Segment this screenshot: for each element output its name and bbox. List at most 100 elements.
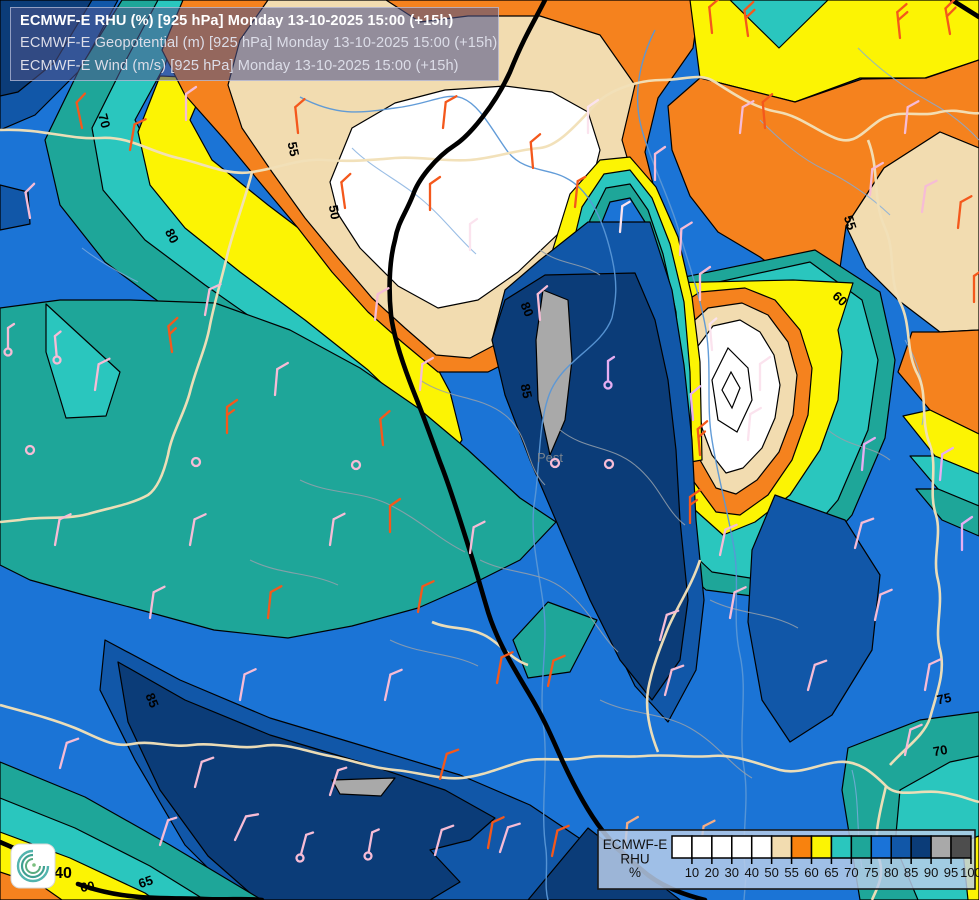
county-line [539, 249, 601, 276]
wind-barb-icon [75, 92, 87, 130]
title-block: ECMWF-E RHU (%) [925 hPa] Monday 13-10-2… [10, 7, 499, 82]
wind-barb-icon [550, 824, 570, 858]
legend-tick-label: 60 [804, 865, 818, 880]
wind-barb-icon [728, 586, 747, 620]
legend-tick-label: 90 [924, 865, 938, 880]
county-line [419, 379, 546, 486]
rh-region-70-midquad [512, 601, 598, 679]
border-small [431, 620, 529, 667]
contour-label: 75 [935, 690, 952, 708]
wind-barb-icon [853, 517, 875, 550]
legend-color-box [770, 835, 793, 859]
wind-barb-icon [93, 357, 111, 392]
rh-band-60-rightedge [902, 409, 979, 475]
wind-barb-icon [546, 654, 566, 688]
wind-barb-icon [468, 217, 479, 252]
legend-tick-label: 70 [844, 865, 858, 880]
wind-barb-icon [678, 221, 693, 257]
legend-color-box [850, 835, 873, 859]
county-line [249, 559, 339, 586]
legend-color-box [790, 835, 813, 859]
wind-barb-icon [663, 664, 685, 697]
wind-barb-icon [860, 436, 876, 472]
wind-barb-icon [24, 182, 36, 220]
legend-tick-label: 75 [864, 865, 878, 880]
wind-barb-icon [52, 330, 62, 365]
title-line-wind: ECMWF-E Wind (m/s) [925 hPa] Monday 13-1… [20, 57, 459, 74]
wind-barb-icon [708, 317, 718, 352]
legend-color-box [691, 835, 713, 859]
wind-barb-icon [896, 2, 909, 40]
wind-barbs-layer [3, 0, 979, 863]
rivers-layer [81, 29, 979, 900]
contour-label: 60 [79, 878, 95, 895]
legend-color-box [711, 835, 733, 859]
wind-barb-icon [603, 458, 615, 470]
wind-barb-icon [903, 723, 923, 757]
wind-barb-icon [923, 658, 942, 692]
wind-barb-icon [418, 356, 434, 392]
wind-barb-icon [486, 816, 505, 850]
wind-barb-icon [53, 513, 72, 547]
contour-label: 70 [95, 112, 113, 130]
river-small-1 [351, 147, 477, 255]
legend-color-box [870, 835, 892, 859]
geopotential-line-main [387, 0, 708, 900]
wind-barb-icon [388, 497, 402, 534]
wind-barb-icon [373, 287, 390, 322]
wind-barb-icon [184, 85, 198, 122]
wind-barb-icon [689, 385, 702, 422]
border-west [0, 171, 254, 524]
wind-barb-icon [618, 200, 631, 234]
river-small-2 [857, 47, 979, 141]
wind-barb-icon [873, 588, 893, 622]
wind-barb-icon [416, 580, 435, 614]
wind-barb-icon [696, 420, 709, 457]
legend-tick-label: 65 [824, 865, 838, 880]
wind-barb-icon [266, 585, 283, 620]
logo-spiral-arc-1 [16, 849, 50, 883]
wind-barb-icon [328, 766, 348, 797]
legend-color-box [830, 835, 853, 859]
wind-barb-icon [708, 0, 720, 35]
wind-barb-icon [468, 520, 486, 555]
wind-barb-icon [350, 459, 362, 471]
legend-title-line: ECMWF-E [603, 837, 668, 852]
legend-tick-label: 85 [904, 865, 918, 880]
county-line [559, 429, 686, 526]
wind-barb-icon [383, 668, 403, 702]
wind-barb-icon [956, 195, 973, 230]
contour-label: 80 [518, 300, 537, 319]
contour-label: 85 [518, 382, 536, 399]
wind-barb-icon [225, 398, 239, 435]
county-borders-layer [249, 249, 891, 779]
wind-barb-icon [944, 0, 957, 36]
wind-barb-icon [806, 659, 828, 692]
contour-label: 55 [285, 140, 303, 157]
wind-barb-icon [193, 756, 215, 789]
legend-tick-label: 10 [685, 865, 699, 880]
wind-barb-icon [495, 651, 514, 685]
legend-color-box [890, 835, 912, 859]
wind-barb-icon [498, 822, 521, 854]
rh-contour-inner-diamond-1 [711, 346, 753, 433]
rh-region-90-center [535, 289, 573, 456]
rh-region-80-leftpatch [0, 184, 31, 231]
wind-barb-icon [573, 175, 587, 209]
geopotential-line-40-b [75, 881, 265, 900]
contour-label: 85 [143, 691, 162, 710]
wind-barb-icon [868, 161, 884, 197]
wind-barb-icon [441, 95, 458, 130]
wind-barb-icon [167, 316, 179, 354]
wind-barb-icon [328, 512, 346, 547]
wind-barb-icon [920, 179, 938, 214]
legend-color-box [930, 835, 952, 859]
wind-barb-icon [903, 100, 920, 135]
legend-color-box [750, 835, 773, 859]
rh-region-65-toprighttriangle [729, 0, 829, 49]
legend-tick-label: 55 [784, 865, 798, 880]
wind-barb-icon [3, 322, 16, 357]
contour-label: 80 [162, 226, 182, 246]
